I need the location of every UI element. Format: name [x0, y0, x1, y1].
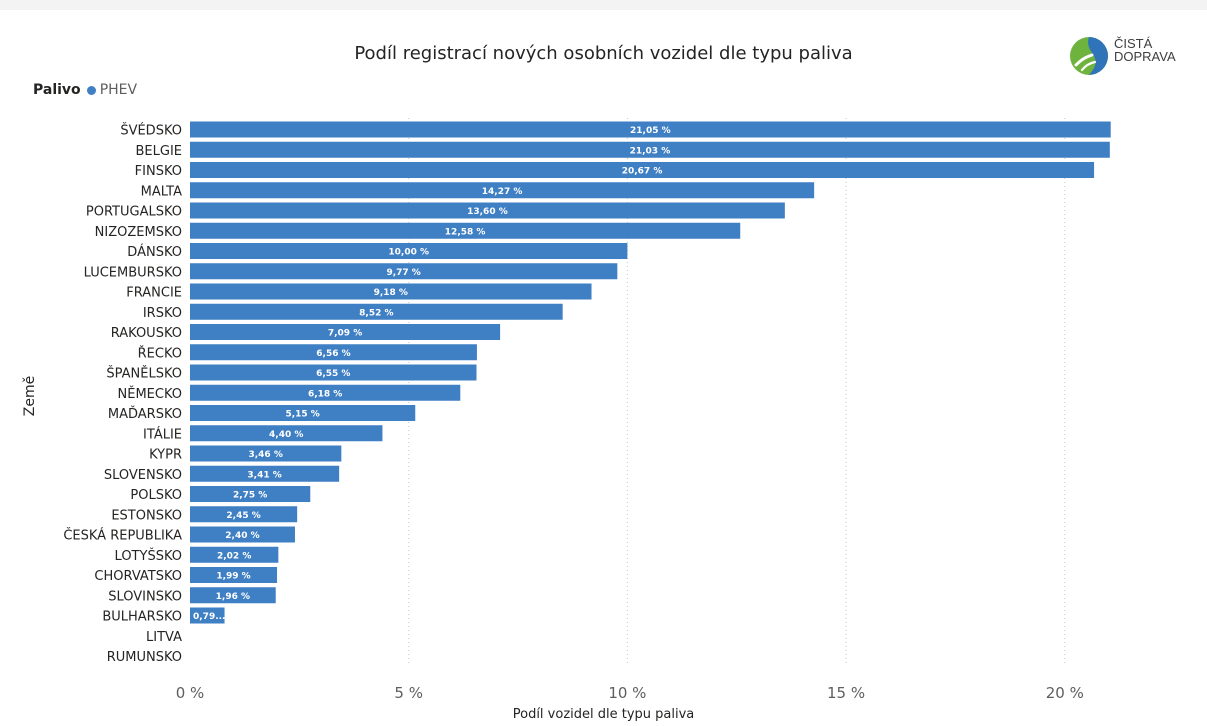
y-category-label: PORTUGALSKO	[86, 205, 182, 220]
y-category-label: ESTONSKO	[111, 508, 182, 523]
x-tick-label: 10 %	[608, 684, 646, 702]
data-label: 1,96 %	[216, 592, 250, 602]
bar[interactable]	[190, 141, 1110, 158]
bar[interactable]	[190, 425, 383, 442]
y-category-label: DÁNSKO	[127, 244, 182, 260]
bar[interactable]	[190, 384, 461, 401]
y-category-label: MALTA	[141, 184, 182, 199]
bar[interactable]	[190, 546, 279, 563]
y-category-label: ŠPANĚLSKO	[106, 366, 182, 382]
y-category-label: BELGIE	[136, 144, 183, 159]
y-category-label: NIZOZEMSKO	[95, 225, 182, 240]
logo-text-line2: DOPRAVA	[1114, 49, 1176, 64]
data-label: 2,02 %	[217, 551, 251, 561]
data-label: 0,79...	[193, 612, 225, 622]
data-label: 21,03 %	[630, 146, 671, 156]
legend-dot-icon	[86, 85, 96, 95]
x-tick-label: 0 %	[176, 684, 205, 702]
bar[interactable]	[190, 222, 741, 239]
data-label: 2,45 %	[226, 511, 260, 521]
bar[interactable]	[190, 587, 276, 604]
y-category-label: ITÁLIE	[143, 426, 182, 442]
data-label: 2,75 %	[233, 491, 267, 501]
y-category-label: POLSKO	[130, 488, 182, 503]
x-axis-title: Podíl vozidel dle typu paliva	[512, 707, 695, 722]
bar[interactable]	[190, 465, 340, 482]
y-category-label: ŠVÉDSKO	[120, 123, 182, 139]
data-label: 5,15 %	[285, 410, 319, 420]
data-label: 2,40 %	[225, 531, 259, 541]
y-category-label: SLOVINSKO	[108, 589, 182, 604]
y-category-label: ŘECKO	[138, 345, 182, 361]
y-category-label: SLOVENSKO	[104, 468, 182, 483]
data-label: 4,40 %	[269, 430, 303, 440]
data-label: 14,27 %	[482, 187, 523, 197]
logo-text-line1: ČISTÁ	[1114, 36, 1153, 51]
data-label: 7,09 %	[328, 329, 362, 339]
x-tick-label: 15 %	[827, 684, 865, 702]
data-label: 21,05 %	[630, 126, 671, 136]
y-category-label: NĚMECKO	[118, 386, 183, 402]
bar[interactable]	[190, 243, 628, 259]
bar[interactable]	[190, 263, 618, 280]
data-label: 3,46 %	[248, 450, 282, 460]
logo-mark-icon	[1070, 37, 1108, 75]
x-tick-label: 20 %	[1046, 684, 1084, 702]
data-label: 13,60 %	[467, 207, 508, 217]
bar[interactable]	[190, 506, 298, 523]
y-category-label: MAĎARSKO	[108, 406, 182, 422]
data-label: 8,52 %	[359, 308, 393, 318]
data-label: 9,18 %	[374, 288, 408, 298]
bar[interactable]	[190, 182, 815, 199]
bar[interactable]	[190, 344, 477, 361]
bar[interactable]	[190, 121, 1111, 138]
y-category-label: FINSKO	[135, 164, 182, 179]
bar[interactable]	[190, 303, 563, 320]
data-label: 6,56 %	[316, 349, 350, 359]
data-label: 9,77 %	[386, 268, 420, 278]
bar[interactable]	[190, 445, 342, 462]
y-category-label: LOTYŠSKO	[115, 548, 182, 564]
data-label: 6,55 %	[316, 369, 350, 379]
bar[interactable]	[190, 364, 477, 381]
data-label: 12,58 %	[445, 227, 486, 237]
bar[interactable]	[190, 486, 311, 502]
legend-item-phev[interactable]: PHEV	[86, 82, 138, 98]
bar[interactable]	[190, 526, 295, 543]
top-bar	[0, 0, 1207, 10]
y-category-label: CHORVATSKO	[94, 569, 182, 584]
data-label: 20,67 %	[622, 167, 663, 177]
bar[interactable]	[190, 283, 592, 300]
bar[interactable]	[190, 162, 1095, 178]
legend[interactable]: Palivo PHEV	[33, 82, 137, 98]
bar[interactable]	[190, 567, 278, 583]
bar[interactable]	[190, 607, 225, 624]
y-category-label: FRANCIE	[126, 286, 182, 301]
bar[interactable]	[190, 405, 416, 421]
x-tick-label: 5 %	[394, 684, 423, 702]
legend-title: Palivo	[33, 82, 81, 98]
y-category-label: LUCEMBURSKO	[84, 265, 182, 280]
y-category-label: ČESKÁ REPUBLIKA	[63, 528, 182, 544]
bar[interactable]	[190, 324, 501, 340]
y-category-label: IRSKO	[143, 306, 182, 321]
data-label: 3,41 %	[247, 470, 281, 480]
cista-doprava-logo: ČISTÁ DOPRAVA	[1068, 35, 1188, 79]
data-label: 6,18 %	[308, 389, 342, 399]
legend-item-label: PHEV	[99, 82, 138, 98]
data-label: 10,00 %	[388, 248, 429, 258]
y-category-label: RUMUNSKO	[107, 650, 182, 665]
data-label: 1,99 %	[216, 572, 250, 582]
bar[interactable]	[190, 202, 785, 219]
y-category-label: BULHARSKO	[102, 610, 182, 625]
y-category-label: LITVA	[146, 630, 182, 645]
chart-title: Podíl registrací nových osobních vozidel…	[354, 43, 853, 64]
y-category-label: RAKOUSKO	[111, 326, 182, 341]
y-category-label: KYPR	[149, 448, 182, 463]
